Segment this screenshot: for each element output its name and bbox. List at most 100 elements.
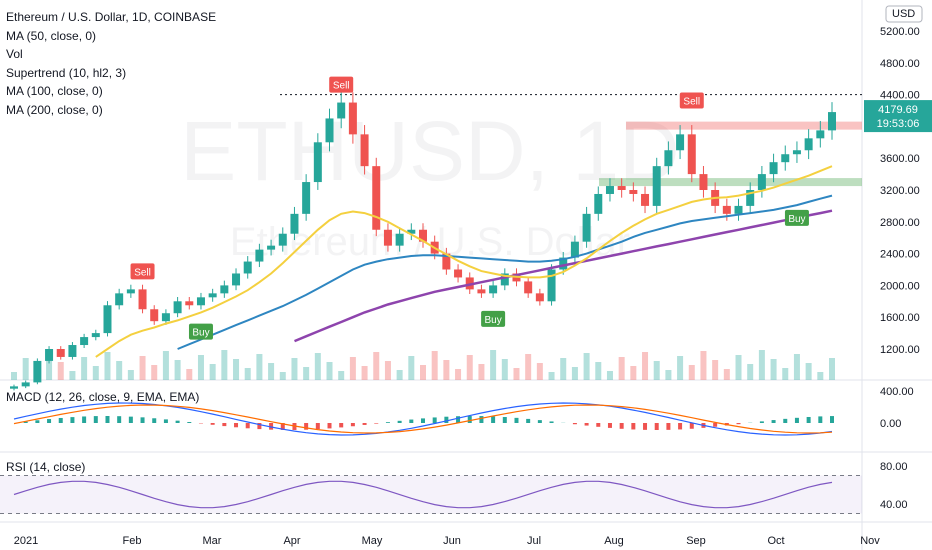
countdown-value: 19:53:06 bbox=[877, 118, 920, 130]
price-tick-label: 3200.00 bbox=[880, 185, 920, 197]
candle-body bbox=[267, 245, 276, 250]
zone-resistance bbox=[626, 121, 862, 130]
volume-bar bbox=[408, 356, 415, 380]
candle-body bbox=[45, 349, 54, 361]
candle-body bbox=[524, 281, 533, 294]
last-price-box bbox=[864, 100, 932, 133]
indicator-vol[interactable]: Vol bbox=[6, 47, 23, 61]
candle-body bbox=[243, 261, 252, 274]
volume-bar bbox=[373, 352, 380, 380]
macd-histogram-bar bbox=[315, 423, 320, 430]
macd-histogram-bar bbox=[467, 416, 472, 423]
volume-bar bbox=[455, 369, 462, 380]
macd-histogram-bar bbox=[58, 417, 63, 423]
candle-body bbox=[278, 233, 287, 246]
indicator-ma200[interactable]: MA (200, close, 0) bbox=[6, 102, 103, 117]
macd-histogram-bar bbox=[794, 417, 799, 423]
indicator-supertrend[interactable]: Supertrend (10, hl2, 3) bbox=[6, 65, 127, 80]
macd-histogram-bar bbox=[163, 419, 168, 423]
volume-bar bbox=[548, 372, 555, 380]
rsi-band bbox=[0, 475, 862, 514]
macd-histogram-bar bbox=[93, 416, 98, 423]
rsi-tick-label: 80.00 bbox=[880, 461, 908, 473]
candle-body bbox=[570, 241, 579, 258]
macd-histogram-bar bbox=[269, 423, 274, 430]
macd-histogram-bar bbox=[818, 416, 823, 423]
macd-label[interactable]: MACD (12, 26, close, 9, EMA, EMA) bbox=[6, 390, 200, 404]
volume-bar bbox=[490, 350, 497, 380]
macd-histogram-bar bbox=[327, 423, 332, 429]
candle-body bbox=[605, 186, 614, 194]
volume-bar bbox=[571, 367, 578, 380]
volume-bar bbox=[525, 354, 532, 380]
macd-tick-label: 0.00 bbox=[880, 418, 901, 430]
candle-body bbox=[676, 134, 685, 151]
volume-bar bbox=[338, 371, 345, 380]
macd-histogram-bar bbox=[304, 423, 309, 430]
zone-support bbox=[599, 178, 862, 187]
volume-bar bbox=[782, 368, 789, 380]
candle-body bbox=[594, 193, 603, 214]
macd-histogram-bar bbox=[339, 423, 344, 428]
volume-bar bbox=[817, 372, 824, 380]
volume-bar bbox=[677, 356, 684, 380]
buy-signal-label: Buy bbox=[484, 315, 501, 326]
candle-body bbox=[792, 150, 801, 155]
macd-histogram-bar bbox=[806, 416, 811, 423]
indicator-ma100[interactable]: MA (100, close, 0) bbox=[6, 84, 103, 98]
candle-body bbox=[442, 253, 451, 270]
volume-bar bbox=[443, 360, 450, 380]
macd-histogram-bar bbox=[82, 416, 87, 423]
candle-body bbox=[196, 297, 205, 306]
time-tick-label: Feb bbox=[123, 535, 142, 547]
price-tick-label: 3600.00 bbox=[880, 153, 920, 165]
candle-body bbox=[652, 166, 661, 206]
time-tick-label: Jul bbox=[527, 535, 541, 547]
macd-histogram-bar bbox=[409, 419, 414, 423]
candle-body bbox=[395, 233, 404, 246]
volume-bar bbox=[69, 371, 76, 380]
time-tick-label: 2021 bbox=[14, 535, 38, 547]
sell-signal-label: Sell bbox=[134, 267, 151, 278]
candle-body bbox=[80, 337, 89, 346]
chart-legend: Ethereum / U.S. Dollar, 1D, COINBASE MA … bbox=[6, 8, 216, 119]
candle-body bbox=[103, 305, 112, 334]
volume-bar bbox=[501, 359, 508, 380]
volume-bar bbox=[595, 362, 602, 380]
volume-bar bbox=[606, 371, 613, 380]
macd-histogram-bar bbox=[385, 422, 390, 423]
candle-body bbox=[383, 229, 392, 246]
chart-title[interactable]: Ethereum / U.S. Dollar, 1D, COINBASE bbox=[6, 10, 217, 24]
volume-bar bbox=[361, 366, 368, 380]
macd-histogram-bar bbox=[596, 423, 601, 427]
time-tick-label: Apr bbox=[283, 535, 300, 547]
candle-body bbox=[816, 130, 825, 139]
candle-body bbox=[360, 134, 369, 167]
candle-body bbox=[220, 285, 229, 294]
macd-histogram-bar bbox=[128, 416, 133, 423]
volume-bar bbox=[22, 358, 29, 380]
macd-histogram-bar bbox=[479, 416, 484, 423]
candle-body bbox=[769, 162, 778, 175]
macd-histogram-bar bbox=[257, 423, 262, 430]
macd-histogram-bar bbox=[175, 420, 180, 423]
macd-histogram-bar bbox=[689, 423, 694, 429]
sell-signal-label: Sell bbox=[333, 81, 350, 92]
volume-bar bbox=[396, 370, 403, 380]
volume-bar bbox=[314, 353, 321, 380]
indicator-ma50[interactable]: MA (50, close, 0) bbox=[6, 28, 97, 43]
buy-signal-label: Buy bbox=[192, 328, 209, 339]
price-tick-label: 2400.00 bbox=[880, 249, 920, 261]
volume-bar bbox=[723, 369, 730, 380]
time-tick-label: Jun bbox=[443, 535, 461, 547]
candle-body bbox=[699, 174, 708, 190]
buy-signal-tag bbox=[481, 310, 506, 327]
volume-bar bbox=[420, 365, 426, 380]
price-tick-label: 4400.00 bbox=[880, 90, 920, 102]
macd-histogram-bar bbox=[526, 418, 531, 423]
rsi-label[interactable]: RSI (14, close) bbox=[6, 460, 86, 474]
candle-body bbox=[68, 345, 77, 357]
candle-body bbox=[325, 118, 334, 143]
volume-bar bbox=[233, 359, 240, 380]
